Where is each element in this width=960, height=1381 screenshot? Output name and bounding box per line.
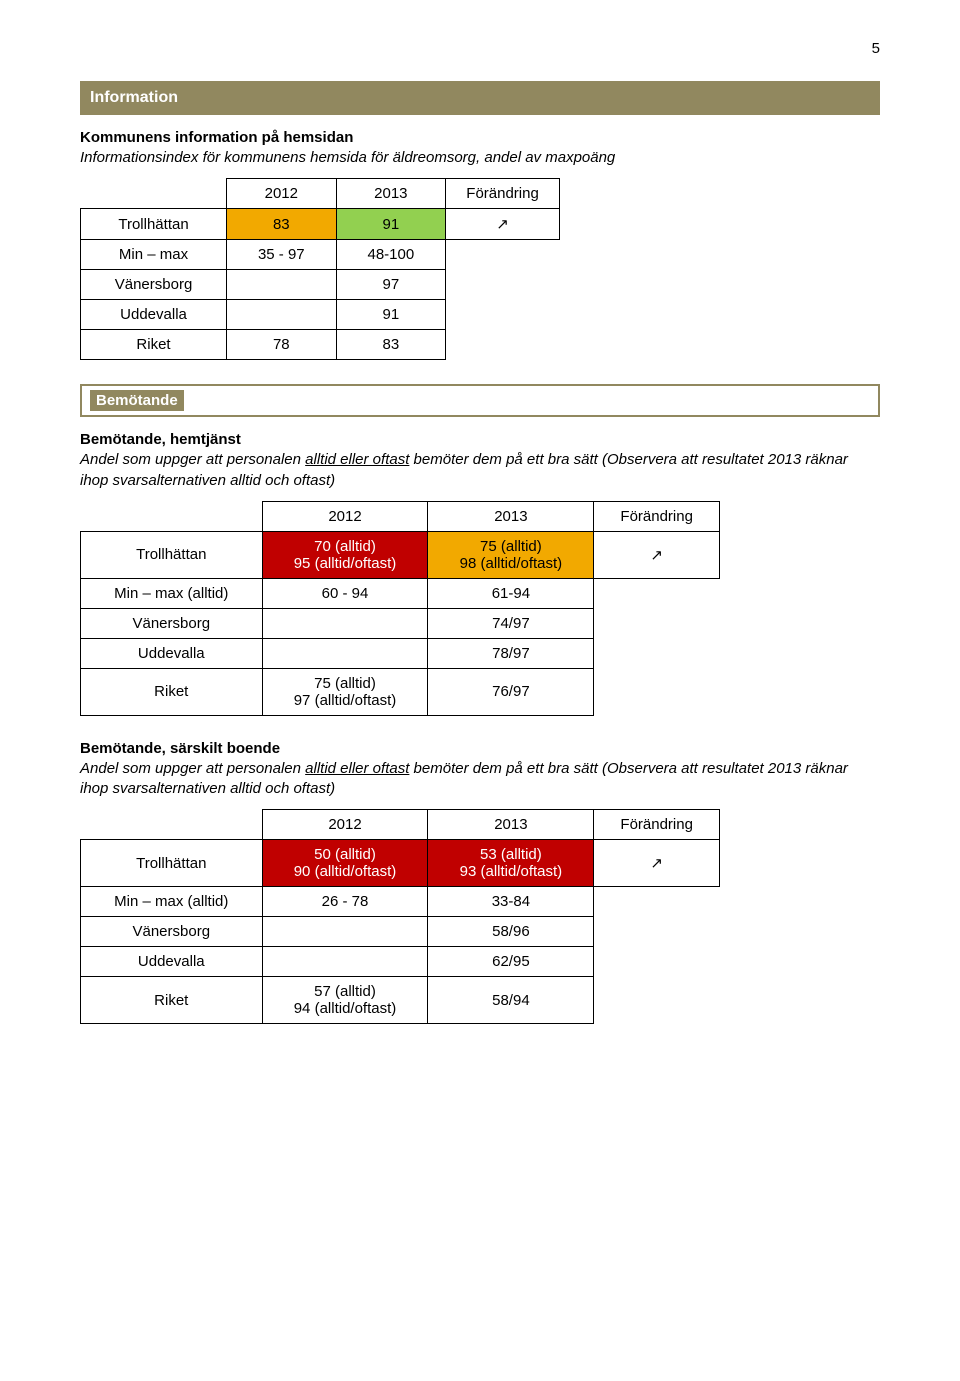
col-change: Förändring xyxy=(594,501,720,531)
row-label: Min – max (alltid) xyxy=(81,578,263,608)
table-row: Riket 75 (alltid)97 (alltid/oftast) 76/9… xyxy=(81,668,720,715)
cell-change: ↗ xyxy=(594,840,720,887)
row-label: Riket xyxy=(81,977,263,1024)
col-change: Förändring xyxy=(594,810,720,840)
row-label: Uddevalla xyxy=(81,638,263,668)
row-label: Trollhättan xyxy=(81,840,263,887)
sarskilt-subtitle: Bemötande, särskilt boende xyxy=(80,740,880,757)
cell: 53 (alltid)93 (alltid/oftast) xyxy=(428,840,594,887)
cell xyxy=(262,917,428,947)
cell: 62/95 xyxy=(428,947,594,977)
hemtjanst-subtitle: Bemötande, hemtjänst xyxy=(80,431,880,448)
cell xyxy=(262,608,428,638)
col-2012: 2012 xyxy=(227,179,337,209)
table-row: Trollhättan 70 (alltid)95 (alltid/oftast… xyxy=(81,531,720,578)
row-label: Min – max (alltid) xyxy=(81,887,263,917)
table-header-row: 2012 2013 Förändring xyxy=(81,501,720,531)
table-row: Uddevalla 62/95 xyxy=(81,947,720,977)
table-row: Min – max (alltid) 60 - 94 61-94 xyxy=(81,578,720,608)
table-row: Uddevalla 91 xyxy=(81,300,560,330)
row-label: Riket xyxy=(81,330,227,360)
row-label: Riket xyxy=(81,668,263,715)
col-change: Förändring xyxy=(446,179,560,209)
col-2012: 2012 xyxy=(262,810,428,840)
row-label: Vänersborg xyxy=(81,917,263,947)
cell: 60 - 94 xyxy=(262,578,428,608)
row-label: Uddevalla xyxy=(81,947,263,977)
cell xyxy=(227,300,337,330)
cell: 58/96 xyxy=(428,917,594,947)
cell: 83 xyxy=(227,209,337,240)
cell: 57 (alltid)94 (alltid/oftast) xyxy=(262,977,428,1024)
row-label: Trollhättan xyxy=(81,209,227,240)
cell: 50 (alltid)90 (alltid/oftast) xyxy=(262,840,428,887)
information-subtitle: Kommunens information på hemsidan xyxy=(80,129,880,146)
hemtjanst-table: 2012 2013 Förändring Trollhättan 70 (all… xyxy=(80,501,720,716)
cell xyxy=(227,270,337,300)
row-label: Uddevalla xyxy=(81,300,227,330)
table-row: Riket 57 (alltid)94 (alltid/oftast) 58/9… xyxy=(81,977,720,1024)
cell: 83 xyxy=(336,330,446,360)
table-row: Trollhättan 83 91 ↗ xyxy=(81,209,560,240)
information-table: 2012 2013 Förändring Trollhättan 83 91 ↗… xyxy=(80,178,560,360)
cell: 61-94 xyxy=(428,578,594,608)
section-header-information: Information xyxy=(80,81,880,115)
cell: 35 - 97 xyxy=(227,240,337,270)
cell xyxy=(262,947,428,977)
table-row: Min – max (alltid) 26 - 78 33-84 xyxy=(81,887,720,917)
cell: 48-100 xyxy=(336,240,446,270)
cell-change: ↗ xyxy=(594,531,720,578)
table-header-row: 2012 2013 Förändring xyxy=(81,810,720,840)
table-row: Vänersborg 74/97 xyxy=(81,608,720,638)
cell: 97 xyxy=(336,270,446,300)
cell: 75 (alltid)98 (alltid/oftast) xyxy=(428,531,594,578)
table-row: Riket 78 83 xyxy=(81,330,560,360)
information-description: Informationsindex för kommunens hemsida … xyxy=(80,148,880,168)
cell: 33-84 xyxy=(428,887,594,917)
cell: 58/94 xyxy=(428,977,594,1024)
cell: 78 xyxy=(227,330,337,360)
col-2013: 2013 xyxy=(336,179,446,209)
sarskilt-table: 2012 2013 Förändring Trollhättan 50 (all… xyxy=(80,809,720,1024)
page-number: 5 xyxy=(80,40,880,57)
table-row: Vänersborg 97 xyxy=(81,270,560,300)
col-2012: 2012 xyxy=(262,501,428,531)
row-label: Min – max xyxy=(81,240,227,270)
col-2013: 2013 xyxy=(428,501,594,531)
col-2013: 2013 xyxy=(428,810,594,840)
table-row: Vänersborg 58/96 xyxy=(81,917,720,947)
section-header-bemotande: Bemötande xyxy=(80,384,880,417)
cell: 26 - 78 xyxy=(262,887,428,917)
cell: 91 xyxy=(336,300,446,330)
cell: 75 (alltid)97 (alltid/oftast) xyxy=(262,668,428,715)
row-label: Vänersborg xyxy=(81,270,227,300)
cell: 74/97 xyxy=(428,608,594,638)
cell: 91 xyxy=(336,209,446,240)
bemotande-label: Bemötande xyxy=(90,390,184,411)
table-row: Min – max 35 - 97 48-100 xyxy=(81,240,560,270)
table-row: Uddevalla 78/97 xyxy=(81,638,720,668)
cell: 76/97 xyxy=(428,668,594,715)
cell-change: ↗ xyxy=(446,209,560,240)
row-label: Vänersborg xyxy=(81,608,263,638)
sarskilt-description: Andel som uppger att personalen alltid e… xyxy=(80,759,880,800)
table-header-row: 2012 2013 Förändring xyxy=(81,179,560,209)
row-label: Trollhättan xyxy=(81,531,263,578)
cell: 78/97 xyxy=(428,638,594,668)
cell: 70 (alltid)95 (alltid/oftast) xyxy=(262,531,428,578)
cell xyxy=(262,638,428,668)
table-row: Trollhättan 50 (alltid)90 (alltid/oftast… xyxy=(81,840,720,887)
hemtjanst-description: Andel som uppger att personalen alltid e… xyxy=(80,450,880,491)
